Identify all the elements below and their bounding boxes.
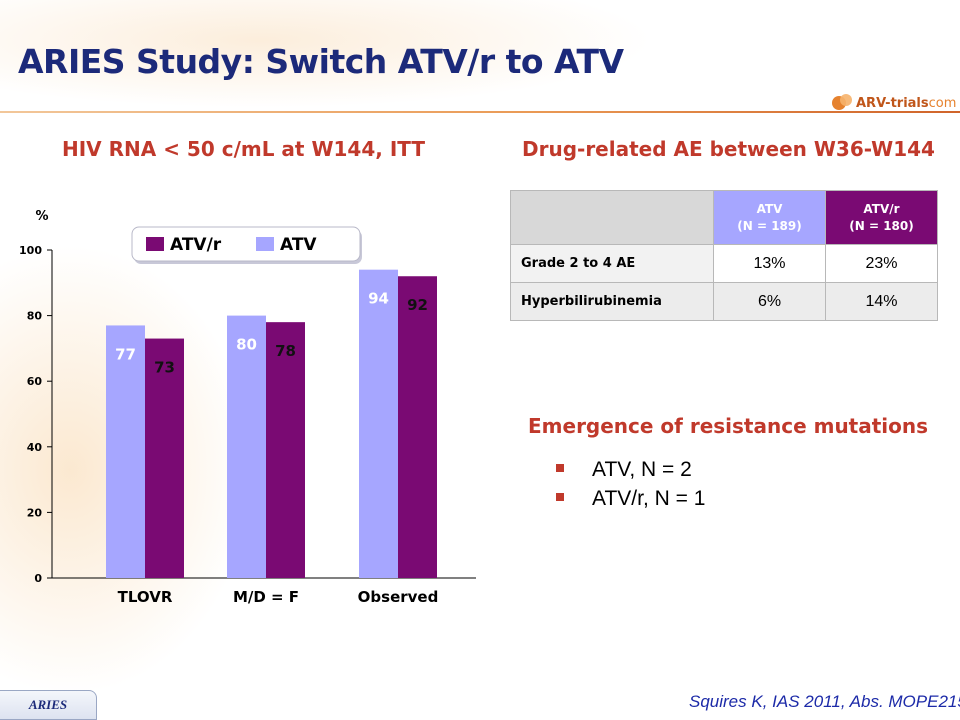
- resistance-item-atv: ATV, N = 2: [592, 458, 692, 481]
- logo-text: ARV-trialscom: [856, 95, 957, 111]
- citation-link[interactable]: Squires K, IAS 2011, Abs. MOPE215: [689, 692, 960, 711]
- legend-swatch-atv: [256, 237, 274, 251]
- y-tick-label: 0: [34, 572, 42, 585]
- resistance-item-atvr: ATV/r, N = 1: [592, 487, 706, 510]
- table-header-atvr: ATV/r (N = 180): [825, 190, 938, 245]
- bar-value-label: 73: [154, 359, 175, 377]
- chart-section-title: HIV RNA < 50 c/mL at W144, ITT: [62, 137, 425, 161]
- title-rule: [0, 111, 960, 113]
- table-header-atv: ATV (N = 189): [713, 190, 826, 245]
- header-atv-n: (N = 189): [737, 218, 802, 233]
- x-tick-label: Observed: [358, 588, 439, 606]
- bar-value-label: 94: [368, 290, 389, 308]
- hiv-rna-bar-chart: % 0 20 40 60 80 100 77 73 TLOVR 80 78 M/D = F 94 92 Obs…: [19, 209, 476, 606]
- bar-atv: [227, 315, 266, 578]
- table-section-title: Drug-related AE between W36-W144: [522, 137, 935, 161]
- bullet-square-icon: [556, 464, 564, 472]
- y-tick-label: 80: [27, 310, 43, 323]
- y-tick-label: 20: [27, 506, 43, 519]
- list-item: ATV/r, N = 1: [556, 484, 705, 513]
- cell-hyperbili-atv: 6%: [713, 282, 826, 321]
- table-header-row: ATV (N = 189) ATV/r (N = 180): [510, 190, 938, 245]
- logo-icon: [832, 94, 852, 112]
- y-tick-label: 60: [27, 375, 43, 388]
- bar-atvr: [398, 276, 437, 578]
- footer-study-badge: ARIES: [0, 690, 97, 720]
- arv-trials-logo: ARV-trialscom: [832, 92, 956, 114]
- bar-atvr: [266, 322, 305, 578]
- header-atvr-name: ATV/r: [863, 201, 900, 216]
- bar-atv: [106, 325, 145, 578]
- table-row: Hyperbilirubinemia 6% 14%: [510, 282, 938, 321]
- row-label-grade: Grade 2 to 4 AE: [510, 244, 714, 283]
- bar-atv: [359, 269, 398, 578]
- resistance-list: ATV, N = 2 ATV/r, N = 1: [556, 455, 705, 513]
- bullet-square-icon: [556, 493, 564, 501]
- legend-box: [131, 226, 361, 262]
- cell-grade-atvr: 23%: [825, 244, 938, 283]
- bar-value-label: 92: [407, 296, 428, 314]
- y-tick-label: 40: [27, 441, 43, 454]
- list-item: ATV, N = 2: [556, 455, 705, 484]
- cell-grade-atv: 13%: [713, 244, 826, 283]
- bar-atvr: [145, 338, 184, 578]
- cell-hyperbili-atvr: 14%: [825, 282, 938, 321]
- adverse-events-table: ATV (N = 189) ATV/r (N = 180) Grade 2 to…: [510, 190, 938, 321]
- x-tick-label: M/D = F: [233, 588, 299, 606]
- table-row: Grade 2 to 4 AE 13% 23%: [510, 244, 938, 283]
- header-atvr-n: (N = 180): [849, 218, 914, 233]
- bar-value-label: 78: [275, 342, 296, 360]
- bar-value-label: 77: [115, 345, 136, 363]
- legend-entry: ATV: [280, 235, 317, 255]
- row-label-hyperbili: Hyperbilirubinemia: [510, 282, 714, 321]
- slide-title: ARIES Study: Switch ATV/r to ATV: [18, 42, 624, 81]
- y-axis-label: %: [35, 209, 48, 224]
- y-tick-label: 100: [19, 244, 42, 257]
- legend-swatch-atvr: [146, 237, 164, 251]
- table-corner-cell: [510, 190, 714, 245]
- legend-entry: ATV/r: [170, 235, 222, 255]
- header-atv-name: ATV: [756, 201, 783, 216]
- resistance-title: Emergence of resistance mutations: [528, 414, 929, 438]
- x-tick-label: TLOVR: [118, 588, 173, 606]
- bar-value-label: 80: [236, 336, 257, 354]
